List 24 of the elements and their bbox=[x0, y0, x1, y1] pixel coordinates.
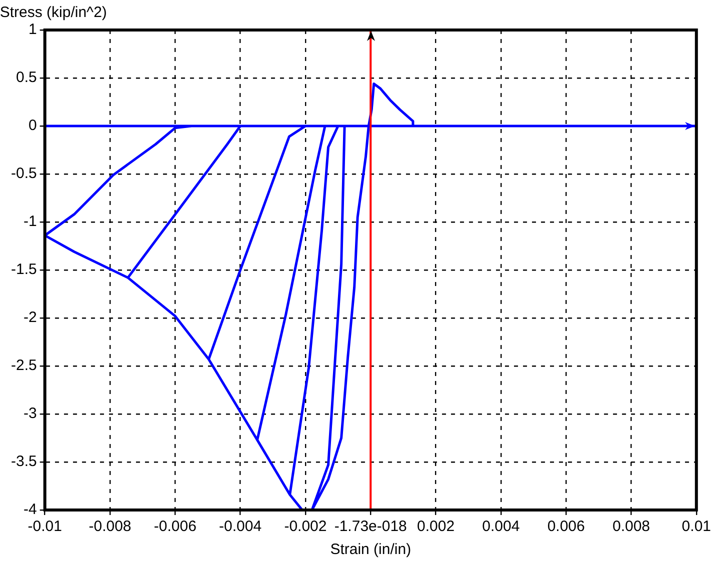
y-axis-title: Stress (kip/in^2) bbox=[0, 4, 107, 21]
x-tick-label: -0.004 bbox=[219, 518, 262, 536]
x-tick-label: -0.008 bbox=[88, 518, 132, 536]
y-tick-label: -1.5 bbox=[10, 261, 37, 278]
y-tick-label: 1 bbox=[28, 21, 37, 38]
x-tick-label: -0.01 bbox=[28, 518, 62, 536]
x-tick-label: 0.008 bbox=[612, 518, 650, 536]
x-tick-label: 0.002 bbox=[417, 518, 455, 536]
y-tick-label: -2 bbox=[24, 309, 37, 326]
x-tick-label: 0.004 bbox=[482, 518, 520, 536]
y-tick-label: 0 bbox=[28, 117, 37, 134]
y-tick-label: -0.5 bbox=[10, 165, 37, 182]
x-tick-label: -0.006 bbox=[154, 518, 196, 536]
x-tick-label: 0.01 bbox=[682, 518, 712, 536]
y-tick-label: 0.5 bbox=[16, 69, 37, 86]
x-tick-label: -1.73e-018 bbox=[334, 518, 407, 536]
x-tick-label: 0.006 bbox=[547, 518, 585, 536]
x-tick-label: -0.002 bbox=[284, 518, 327, 536]
y-tick-label: -2.5 bbox=[10, 357, 37, 374]
y-tick-label: -4 bbox=[24, 501, 37, 518]
x-axis-title: Strain (in/in) bbox=[330, 541, 412, 558]
y-tick-label: -1 bbox=[24, 213, 37, 230]
y-tick-label: -3.5 bbox=[10, 453, 37, 470]
y-tick-label: -3 bbox=[24, 405, 37, 422]
